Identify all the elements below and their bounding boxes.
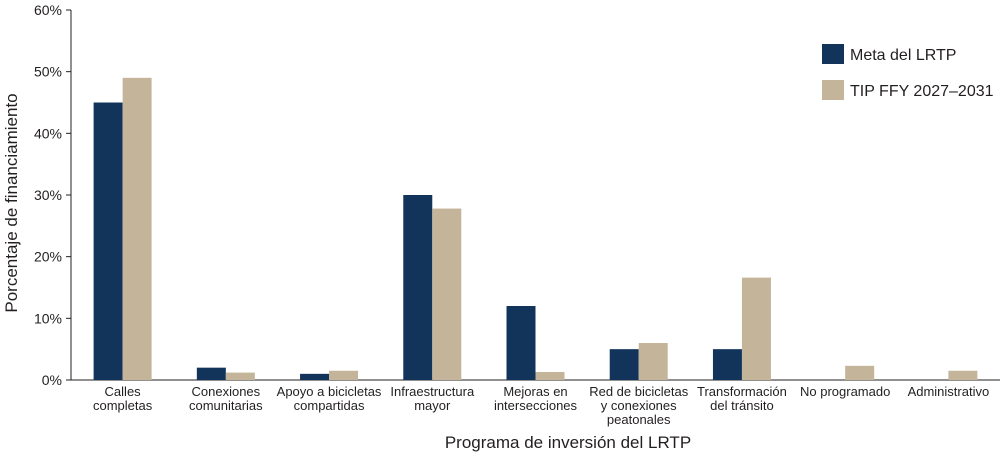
bar-meta: [403, 195, 433, 380]
bar-tip: [845, 365, 875, 380]
y-tick-label: 0%: [42, 372, 62, 388]
x-tick-label: Conexiones comunitarias: [189, 384, 263, 413]
x-tick-label: Mejoras en intersecciones: [494, 384, 578, 413]
bar-tip: [741, 277, 771, 380]
x-tick-label: Calles completas: [93, 384, 153, 413]
legend: Meta del LRTP TIP FFY 2027–2031: [822, 44, 994, 100]
x-tick-label: Transformación del tránsito: [697, 384, 787, 413]
bar-tip: [638, 343, 668, 380]
legend-swatch: [822, 80, 844, 100]
x-tick-label: Red de bicicletas y conexiones peatonales: [589, 384, 688, 427]
x-axis-title: Programa de inversión del LRTP: [445, 433, 691, 452]
legend-swatch: [822, 44, 844, 64]
bar-tip: [535, 371, 565, 380]
y-tick-label: 50%: [34, 64, 62, 80]
bar-meta: [609, 349, 639, 380]
x-tick-label: Infraestructura mayor: [390, 384, 475, 413]
x-tick-label: No programado: [800, 384, 890, 399]
legend-label: TIP FFY 2027–2031: [850, 83, 994, 100]
bar-tip: [122, 77, 152, 380]
y-tick-label: 20%: [34, 249, 62, 265]
bar-meta: [300, 373, 330, 380]
y-tick-label: 60%: [34, 2, 62, 18]
bar-meta: [506, 306, 536, 380]
x-tick-label: Apoyo a bicicletas compartidas: [277, 384, 382, 413]
bar-meta: [93, 102, 123, 380]
plot-area: 0% 10% 20% 30% 40% 50% 60% Calles completas Conex…: [34, 2, 1000, 427]
bar-tip: [948, 370, 978, 380]
y-tick-label: 10%: [34, 310, 62, 326]
y-axis-title: Porcentaje de financiamiento: [2, 93, 21, 312]
bar-tip: [432, 208, 462, 380]
bar-tip: [329, 370, 359, 380]
bar-meta: [712, 349, 742, 380]
y-tick-label: 40%: [34, 125, 62, 141]
bar-tip: [225, 372, 255, 380]
x-tick-label: Administrativo: [908, 384, 990, 399]
bar-meta: [196, 367, 226, 380]
legend-label: Meta del LRTP: [850, 47, 956, 64]
y-tick-label: 30%: [34, 187, 62, 203]
